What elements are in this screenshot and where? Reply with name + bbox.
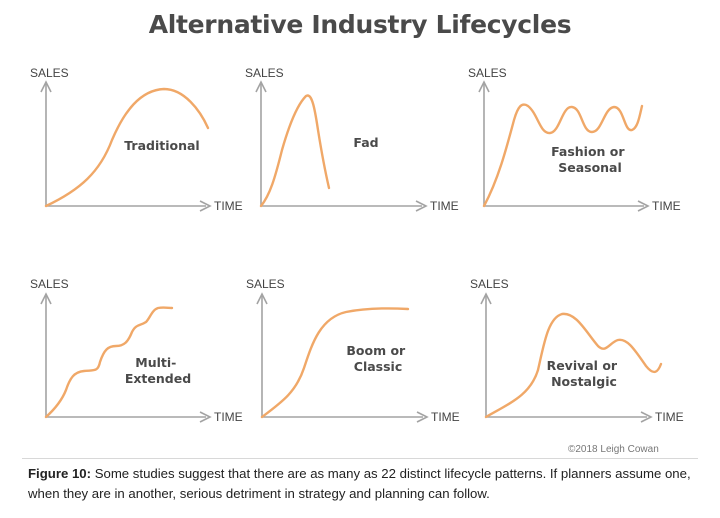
panel-label: Revival or Nostalgic: [547, 358, 622, 389]
divider: [22, 458, 698, 459]
x-arrow: [637, 200, 650, 212]
panel-label: Fad: [353, 135, 378, 150]
caption-text: Some studies suggest that there are as m…: [28, 466, 691, 501]
traditional-curve: [44, 87, 210, 208]
panel-label: Fashion or Seasonal: [551, 144, 629, 175]
panel-fad: SALES TIME Fad: [245, 66, 459, 213]
panel-label: Boom or Classic: [346, 343, 409, 374]
panel-revival-nostalgic: SALES TIME Revival or Nostalgic: [470, 277, 684, 424]
x-arrow: [640, 411, 653, 423]
fad-curve: [259, 94, 331, 208]
x-axis-label: TIME: [655, 410, 684, 424]
x-axis-label: TIME: [431, 410, 460, 424]
x-arrow: [199, 411, 212, 423]
x-arrow: [416, 411, 429, 423]
y-arrow: [40, 292, 52, 305]
y-arrow: [478, 80, 490, 93]
x-axis-label: TIME: [652, 199, 681, 213]
y-arrow: [256, 292, 268, 305]
panel-label: Traditional: [124, 138, 199, 153]
fashion-curve: [482, 103, 644, 208]
y-arrow: [40, 80, 52, 93]
y-arrow: [480, 292, 492, 305]
y-axis-label: SALES: [246, 277, 285, 291]
revival-curve: [484, 312, 663, 419]
axes: [45, 296, 206, 418]
panel-multi-extended: SALES TIME Multi- Extended: [30, 277, 243, 424]
copyright-notice: ©2018 Leigh Cowan: [568, 444, 659, 455]
axes: [260, 84, 422, 207]
panel-label: Multi- Extended: [125, 355, 191, 386]
x-arrow: [199, 200, 212, 212]
x-axis-label: TIME: [430, 199, 459, 213]
x-axis-label: TIME: [214, 199, 243, 213]
y-axis-label: SALES: [245, 66, 284, 80]
y-axis-label: SALES: [470, 277, 509, 291]
y-axis-label: SALES: [30, 277, 69, 291]
figure-caption: Figure 10: Some studies suggest that the…: [28, 464, 693, 504]
panel-traditional: SALES TIME Traditional: [30, 66, 243, 213]
y-arrow: [255, 80, 267, 93]
boom-classic-curve: [260, 307, 410, 419]
y-axis-label: SALES: [30, 66, 69, 80]
panel-boom-classic: SALES TIME Boom or Classic: [246, 277, 460, 424]
panel-fashion-seasonal: SALES TIME Fashion or Seasonal: [468, 66, 681, 213]
page-title: Alternative Industry Lifecycles: [148, 10, 572, 39]
x-arrow: [415, 200, 428, 212]
x-axis-label: TIME: [214, 410, 243, 424]
multi-extended-curve: [44, 306, 174, 419]
y-axis-label: SALES: [468, 66, 507, 80]
caption-figure-number: Figure 10:: [28, 466, 92, 481]
